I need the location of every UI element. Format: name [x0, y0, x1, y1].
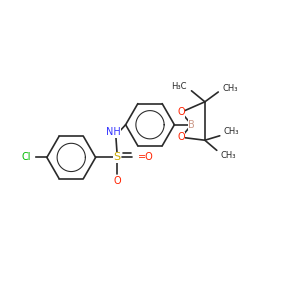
Text: O: O	[113, 176, 121, 186]
Text: CH₃: CH₃	[224, 128, 239, 136]
Text: CH₃: CH₃	[222, 84, 238, 93]
Text: H₃C: H₃C	[171, 82, 187, 91]
Text: CH₃: CH₃	[220, 151, 236, 160]
Text: S: S	[113, 152, 121, 162]
Text: O: O	[177, 107, 185, 117]
Text: O: O	[177, 132, 185, 142]
Text: NH: NH	[106, 127, 121, 137]
Text: B: B	[188, 120, 195, 130]
Text: =O: =O	[138, 152, 154, 162]
Text: Cl: Cl	[22, 152, 32, 162]
